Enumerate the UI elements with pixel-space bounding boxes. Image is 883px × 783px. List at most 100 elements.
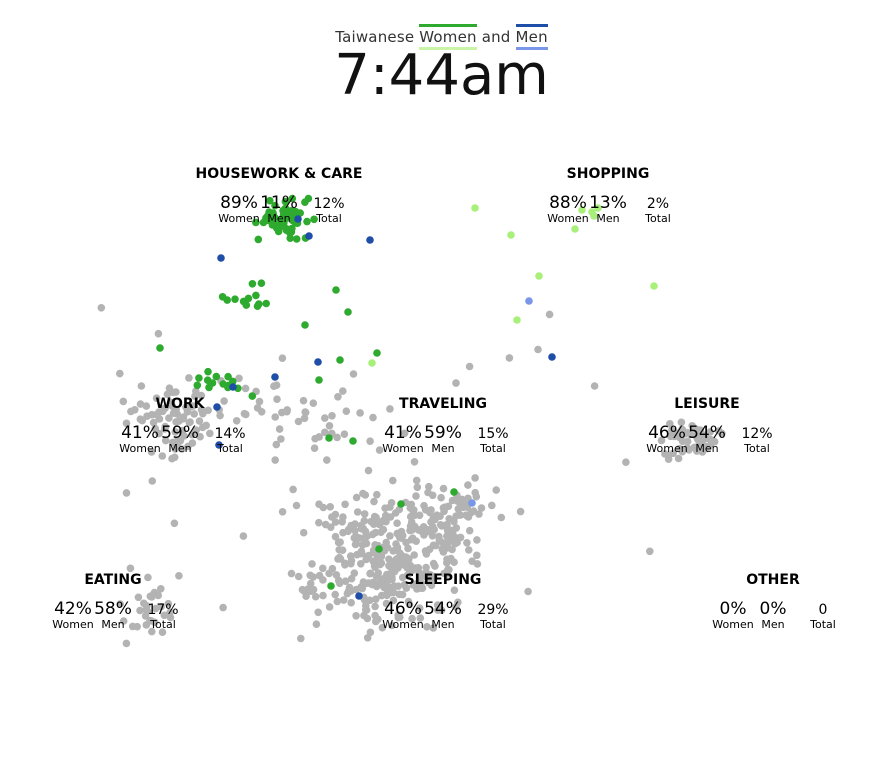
dot-leisure — [715, 427, 723, 435]
dot-scatter — [175, 572, 183, 580]
dot-traveling — [400, 429, 409, 438]
men-percent: 13% — [589, 193, 627, 213]
category-title: SHOPPING — [567, 166, 650, 182]
dot-shopping-women — [535, 272, 543, 280]
dot-sleeping — [364, 466, 373, 475]
dot-shopping-women — [507, 231, 515, 239]
dot-sleeping — [465, 546, 473, 554]
dot-housework-women — [310, 215, 318, 224]
dot-work — [161, 436, 170, 445]
dot-sleeping — [358, 541, 367, 549]
women-caption: Women — [119, 442, 160, 455]
dot-shopping-women — [590, 212, 598, 220]
dot-traveling — [275, 425, 284, 433]
dot-sleeping — [425, 545, 434, 554]
dot-work — [220, 397, 228, 405]
dot-sleeping — [341, 559, 349, 568]
dot-women-scatter — [301, 321, 309, 329]
subtitle-prefix: Taiwanese — [335, 28, 415, 46]
dot-sleeping — [439, 484, 448, 493]
women-percent: 41% — [121, 423, 159, 443]
dot-sleeping — [443, 521, 451, 529]
dot-sleeping — [477, 504, 486, 512]
dot-sleeping — [344, 525, 353, 534]
dot-sleeping — [425, 482, 433, 491]
dot-sleeping — [334, 538, 343, 547]
women-percent: 46% — [384, 599, 422, 619]
dot-leisure — [678, 428, 686, 437]
dot-leisure — [707, 439, 716, 447]
dot-sleeping — [335, 579, 344, 588]
total-caption: Total — [644, 212, 671, 225]
dot-work — [158, 452, 167, 460]
dot-sleeping — [357, 560, 365, 568]
dot-scatter — [122, 489, 131, 497]
dot-housework-women — [248, 392, 257, 400]
men-caption: Men — [431, 442, 454, 455]
dot-shopping-men — [525, 297, 533, 305]
dot-work — [152, 394, 161, 403]
dot-sleeping — [304, 585, 312, 593]
dot-sleeping — [398, 573, 407, 582]
dot-work — [143, 412, 151, 421]
dot-sleeping — [408, 534, 417, 542]
men-caption: Men — [101, 618, 124, 631]
dot-men-scatter — [548, 353, 556, 361]
dot-sleeping — [431, 541, 440, 550]
category-title: OTHER — [746, 572, 800, 588]
dot-sleeping — [417, 584, 426, 592]
dot-scatter — [278, 508, 287, 516]
dot-sleeping — [319, 576, 327, 584]
dot-shopping-women — [471, 204, 479, 212]
dot-sleeping — [367, 517, 375, 526]
dot-eating — [157, 585, 165, 593]
category-title: HOUSEWORK & CARE — [195, 166, 362, 182]
dot-scatter — [622, 458, 630, 467]
dot-traveling — [349, 370, 358, 378]
dot-traveling — [333, 433, 341, 442]
dot-sleeping — [413, 483, 422, 492]
dot-traveling — [294, 417, 303, 426]
dot-housework-women — [254, 300, 263, 308]
dot-work — [167, 398, 176, 407]
dot-sleeping — [331, 532, 340, 541]
dot-traveling — [323, 456, 331, 464]
dot-sleeping — [297, 634, 305, 643]
women-caption: Women — [52, 618, 93, 631]
dot-scatter — [590, 382, 599, 390]
dot-work — [161, 422, 169, 431]
dot-sleeping — [357, 547, 366, 556]
dot-sleeping — [386, 503, 394, 511]
dot-sleeping — [394, 611, 403, 619]
dot-sleeping — [377, 591, 386, 600]
dot-sleeping — [387, 559, 396, 567]
dot-housework-women — [272, 224, 281, 232]
dot-women-scatter — [336, 356, 344, 364]
dot-housework-women — [254, 235, 263, 244]
dot-sleeping — [360, 611, 368, 620]
dot-housework-women — [266, 196, 274, 205]
dot-sleeping — [339, 513, 347, 521]
dot-work — [138, 416, 146, 425]
dot-work — [136, 400, 145, 408]
dot-sleeping — [399, 561, 408, 569]
dot-sleeping — [382, 599, 391, 608]
women-percent: 46% — [648, 423, 686, 443]
dot-housework-women — [248, 280, 257, 288]
dot-women-scatter — [450, 488, 458, 496]
dot-sleeping — [292, 501, 301, 510]
dot-women-scatter — [344, 308, 352, 316]
dot-scatter — [126, 564, 135, 573]
total-percent: 12% — [741, 426, 772, 442]
dot-sleeping — [450, 558, 458, 566]
dot-sleeping — [326, 503, 335, 511]
dot-sleeping — [427, 518, 435, 526]
women-percent: 88% — [549, 193, 587, 213]
dot-sleeping — [347, 556, 356, 565]
dot-sleeping — [347, 598, 356, 607]
dot-sleeping — [405, 600, 414, 609]
dot-sleeping — [430, 525, 439, 534]
dot-sleeping — [394, 582, 403, 590]
dot-sleeping — [471, 488, 480, 497]
